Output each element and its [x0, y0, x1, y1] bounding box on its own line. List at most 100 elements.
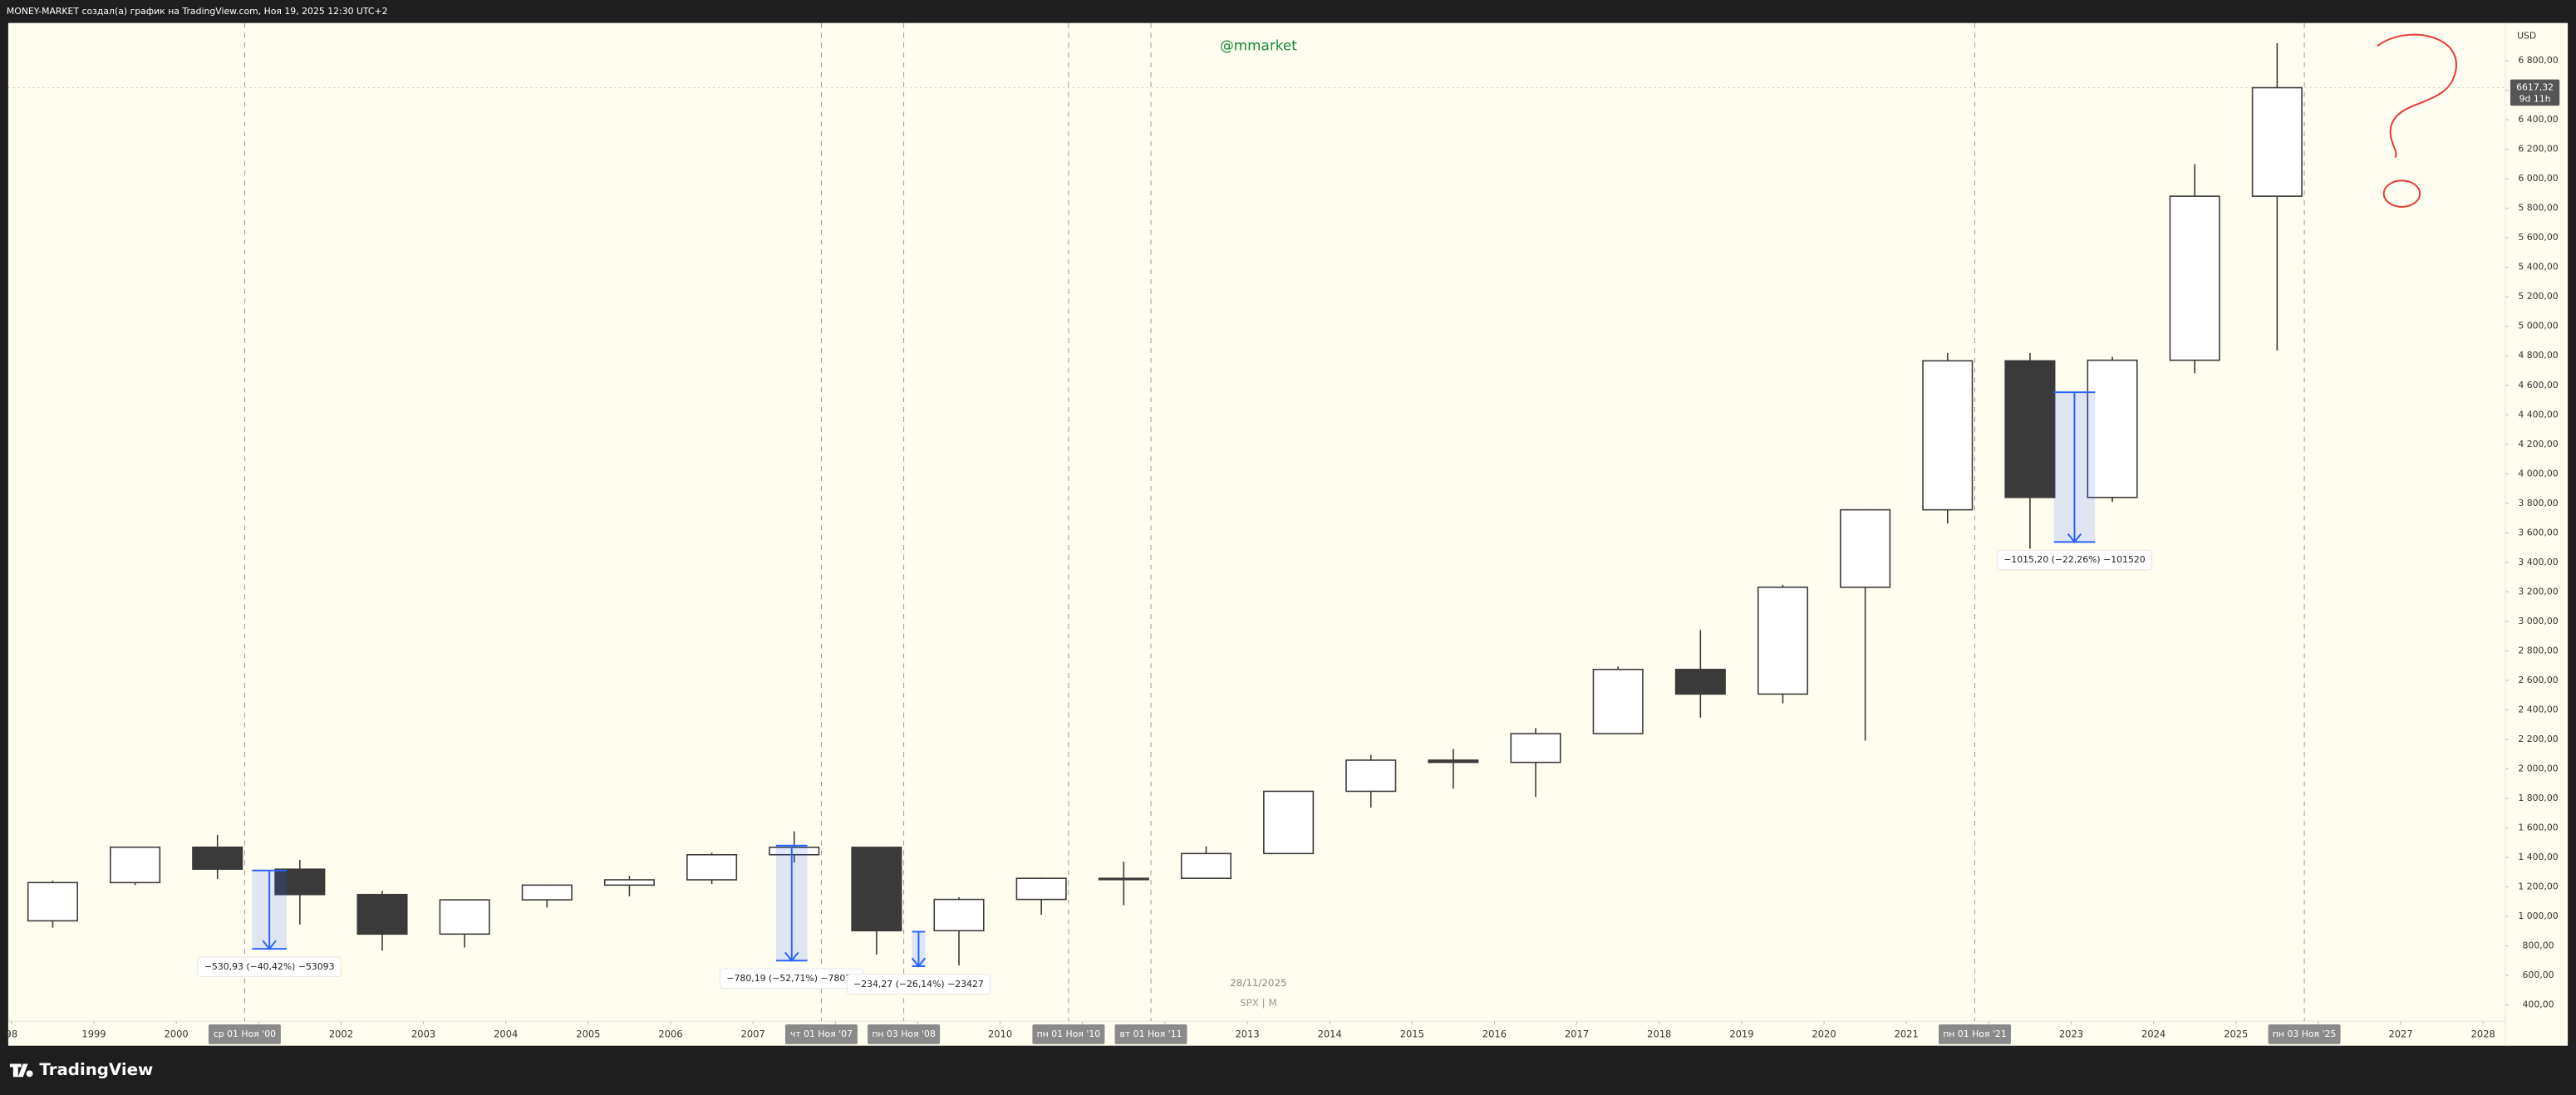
- candle-body: [1922, 360, 1974, 511]
- measure-arrow-head: [262, 940, 277, 950]
- y-tick-label: 1 200,00: [2518, 881, 2558, 891]
- x-tick-label: 2017: [1565, 1028, 1589, 1039]
- x-tick-label: 2016: [1482, 1028, 1507, 1039]
- crosshair-date: 28/11/2025: [1230, 977, 1286, 989]
- y-tick-label: 2 200,00: [2518, 734, 2558, 744]
- x-tick-label: 2000: [165, 1028, 189, 1039]
- drawing-dot: [2382, 179, 2421, 208]
- y-tick-label: 2 400,00: [2518, 704, 2558, 714]
- candle-body: [1840, 508, 1891, 588]
- date-label-box: [208, 1024, 281, 1044]
- x-tick-label: 2023: [2059, 1028, 2083, 1039]
- candle-body: [2169, 195, 2220, 361]
- date-label: чт 01 Ноя '07: [790, 1029, 853, 1039]
- date-label: пн 03 Ноя '25: [2273, 1029, 2337, 1039]
- x-tick-label: 2004: [494, 1028, 518, 1039]
- candle-body: [110, 846, 161, 884]
- y-tick-label: 6 000,00: [2518, 173, 2558, 184]
- header-text: MONEY-MARKET создал(а) график на Trading…: [7, 6, 388, 17]
- y-tick-label: 2 000,00: [2518, 763, 2558, 773]
- candle-body: [1757, 587, 1809, 695]
- y-tick-label: 4 200,00: [2518, 439, 2558, 449]
- candle-body: [769, 847, 820, 856]
- y-tick-label: 3 200,00: [2518, 586, 2558, 597]
- x-tick-label: 2006: [658, 1028, 682, 1039]
- candle-body: [686, 853, 738, 881]
- footer-logo: TradingView: [9, 1060, 153, 1079]
- x-tick-label: 2028: [2471, 1028, 2495, 1039]
- x-tick-label: 1999: [81, 1028, 106, 1039]
- measure-label: −530,93 (−40,42%) −53093: [204, 961, 335, 972]
- y-tick-label: 3 400,00: [2518, 557, 2558, 567]
- y-tick-label: 3 600,00: [2518, 527, 2558, 538]
- logo-mark: [9, 1063, 33, 1078]
- x-tick-label: 2010: [988, 1028, 1012, 1039]
- candle-body: [1510, 733, 1561, 764]
- symbol-label: SPX | M: [1240, 997, 1277, 1009]
- date-label: пн 01 Ноя '10: [1037, 1029, 1101, 1039]
- watermark: @mmarket: [1220, 37, 1297, 53]
- y-tick-label: 1 800,00: [2518, 793, 2558, 803]
- x-tick-label: 2027: [2388, 1028, 2412, 1039]
- x-tick-label: 2024: [2141, 1028, 2166, 1039]
- candle-body: [1674, 668, 1726, 695]
- y-tick-label: 6 400,00: [2518, 114, 2558, 125]
- candle-body: [1180, 852, 1231, 879]
- date-label-box: [2268, 1024, 2341, 1044]
- footer-text: TradingView: [39, 1060, 153, 1079]
- x-tick-label: 2021: [1895, 1028, 1919, 1039]
- y-tick-label: 2 800,00: [2518, 645, 2558, 656]
- candle-body: [851, 847, 902, 932]
- measure-arrow-head: [784, 951, 799, 962]
- x-tick-label: 2018: [1647, 1028, 1671, 1039]
- measure-arrow-head: [2067, 533, 2082, 543]
- y-tick-label: 5 200,00: [2518, 291, 2558, 302]
- candle-body: [2004, 360, 2056, 498]
- measure-label: −1015,20 (−22,26%) −101520: [2003, 554, 2146, 565]
- currency-label: USD: [2517, 30, 2536, 41]
- y-tick-label: 5 400,00: [2518, 262, 2558, 273]
- y-tick-label: 5 000,00: [2518, 321, 2558, 331]
- y-tick-label: 4 600,00: [2518, 380, 2558, 390]
- y-tick-label: 1 000,00: [2518, 911, 2558, 921]
- y-tick-label: 4 400,00: [2518, 409, 2558, 420]
- candle-body: [933, 898, 985, 932]
- x-tick-label: 2005: [576, 1028, 600, 1039]
- x-tick-label: 2013: [1235, 1028, 1259, 1039]
- date-label-box: [784, 1024, 858, 1044]
- plot-background: [7, 22, 2569, 1046]
- date-label: пн 03 Ноя '08: [872, 1029, 936, 1039]
- last-price-label: 6617,32: [2516, 82, 2554, 93]
- candle-body: [2251, 86, 2303, 197]
- candle-body: [1263, 790, 1315, 855]
- y-tick-label: 1 400,00: [2518, 852, 2558, 862]
- y-tick-label: 4 800,00: [2518, 350, 2558, 361]
- y-tick-label: 4 000,00: [2518, 468, 2558, 479]
- x-tick-label: 2019: [1729, 1028, 1753, 1039]
- y-tick-label: 600,00: [2523, 970, 2554, 980]
- date-label-box: [1032, 1024, 1105, 1044]
- y-tick-label: 5 600,00: [2518, 232, 2558, 243]
- candle-body: [274, 868, 326, 896]
- measure-arrow-head: [911, 957, 927, 968]
- date-label: вт 01 Ноя '11: [1120, 1029, 1182, 1039]
- y-tick-label: 1 600,00: [2518, 822, 2558, 832]
- y-tick-label: 6 800,00: [2518, 55, 2558, 66]
- y-tick-label: 5 800,00: [2518, 203, 2558, 214]
- last-price-box: [2510, 79, 2560, 106]
- measure-label-box: [197, 956, 342, 978]
- y-tick-label: 3 800,00: [2518, 498, 2558, 508]
- x-tick-label: 2015: [1400, 1028, 1424, 1039]
- date-label-box: [1114, 1024, 1187, 1044]
- candle-body: [2087, 359, 2138, 498]
- candle-body: [1345, 759, 1397, 793]
- candle-body: [356, 893, 408, 935]
- y-tick-label: 3 000,00: [2518, 616, 2558, 626]
- x-tick-label: 2014: [1318, 1028, 1342, 1039]
- x-tick-label: 2003: [411, 1028, 435, 1039]
- y-tick-label: 800,00: [2523, 940, 2554, 951]
- y-tick-label: 400,00: [2523, 999, 2554, 1010]
- x-tick-label: 2020: [1812, 1028, 1836, 1039]
- candle-body: [1592, 668, 1644, 734]
